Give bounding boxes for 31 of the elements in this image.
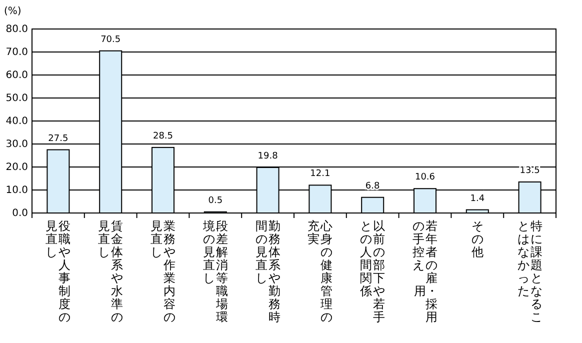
- data-label: 70.5: [100, 34, 121, 45]
- category-label: 特に課題となることはなかった: [517, 219, 542, 324]
- y-tick-label: 70.0: [6, 47, 28, 58]
- data-label: 28.5: [152, 131, 174, 142]
- y-tick-label: 30.0: [6, 139, 28, 150]
- data-label: 1.4: [470, 194, 485, 204]
- x-tick-label: その他: [470, 219, 484, 261]
- y-axis-title: (%): [4, 6, 22, 17]
- category-label: 若年者の雇用・採用の手控え: [412, 219, 438, 324]
- y-tick-label: 10.0: [6, 185, 28, 196]
- y-tick-label: 20.0: [6, 162, 28, 174]
- category-label: 役職や人事制度の見直し: [46, 219, 71, 324]
- category-label: 勤務体系や勤務時間の見直し: [255, 219, 280, 324]
- category-label: 段差解消等職場環境の見直し: [202, 219, 228, 324]
- data-label: 0.5: [208, 196, 223, 206]
- data-label: 27.5: [48, 134, 68, 144]
- y-tick-label: 40.0: [6, 116, 28, 128]
- category-label: 以前の部下や若手との人間関係: [360, 219, 386, 324]
- data-label: 12.1: [310, 169, 330, 180]
- y-tick-label: 0.0: [12, 208, 28, 220]
- data-label: 6.8: [365, 181, 380, 192]
- y-tick-label: 50.0: [6, 93, 28, 104]
- bar: [361, 196, 384, 214]
- data-label: 10.6: [414, 172, 436, 183]
- category-label: 心身の健康管理の充実: [308, 219, 333, 324]
- y-tick-label: 60.0: [6, 70, 28, 82]
- y-tick-label: 80.0: [6, 24, 28, 36]
- category-label: 業務や作業内容の見直し: [150, 219, 176, 324]
- data-label: 19.8: [258, 151, 278, 162]
- bar: [466, 209, 489, 214]
- category-label: 賃金体系や水準の見直し: [98, 219, 124, 324]
